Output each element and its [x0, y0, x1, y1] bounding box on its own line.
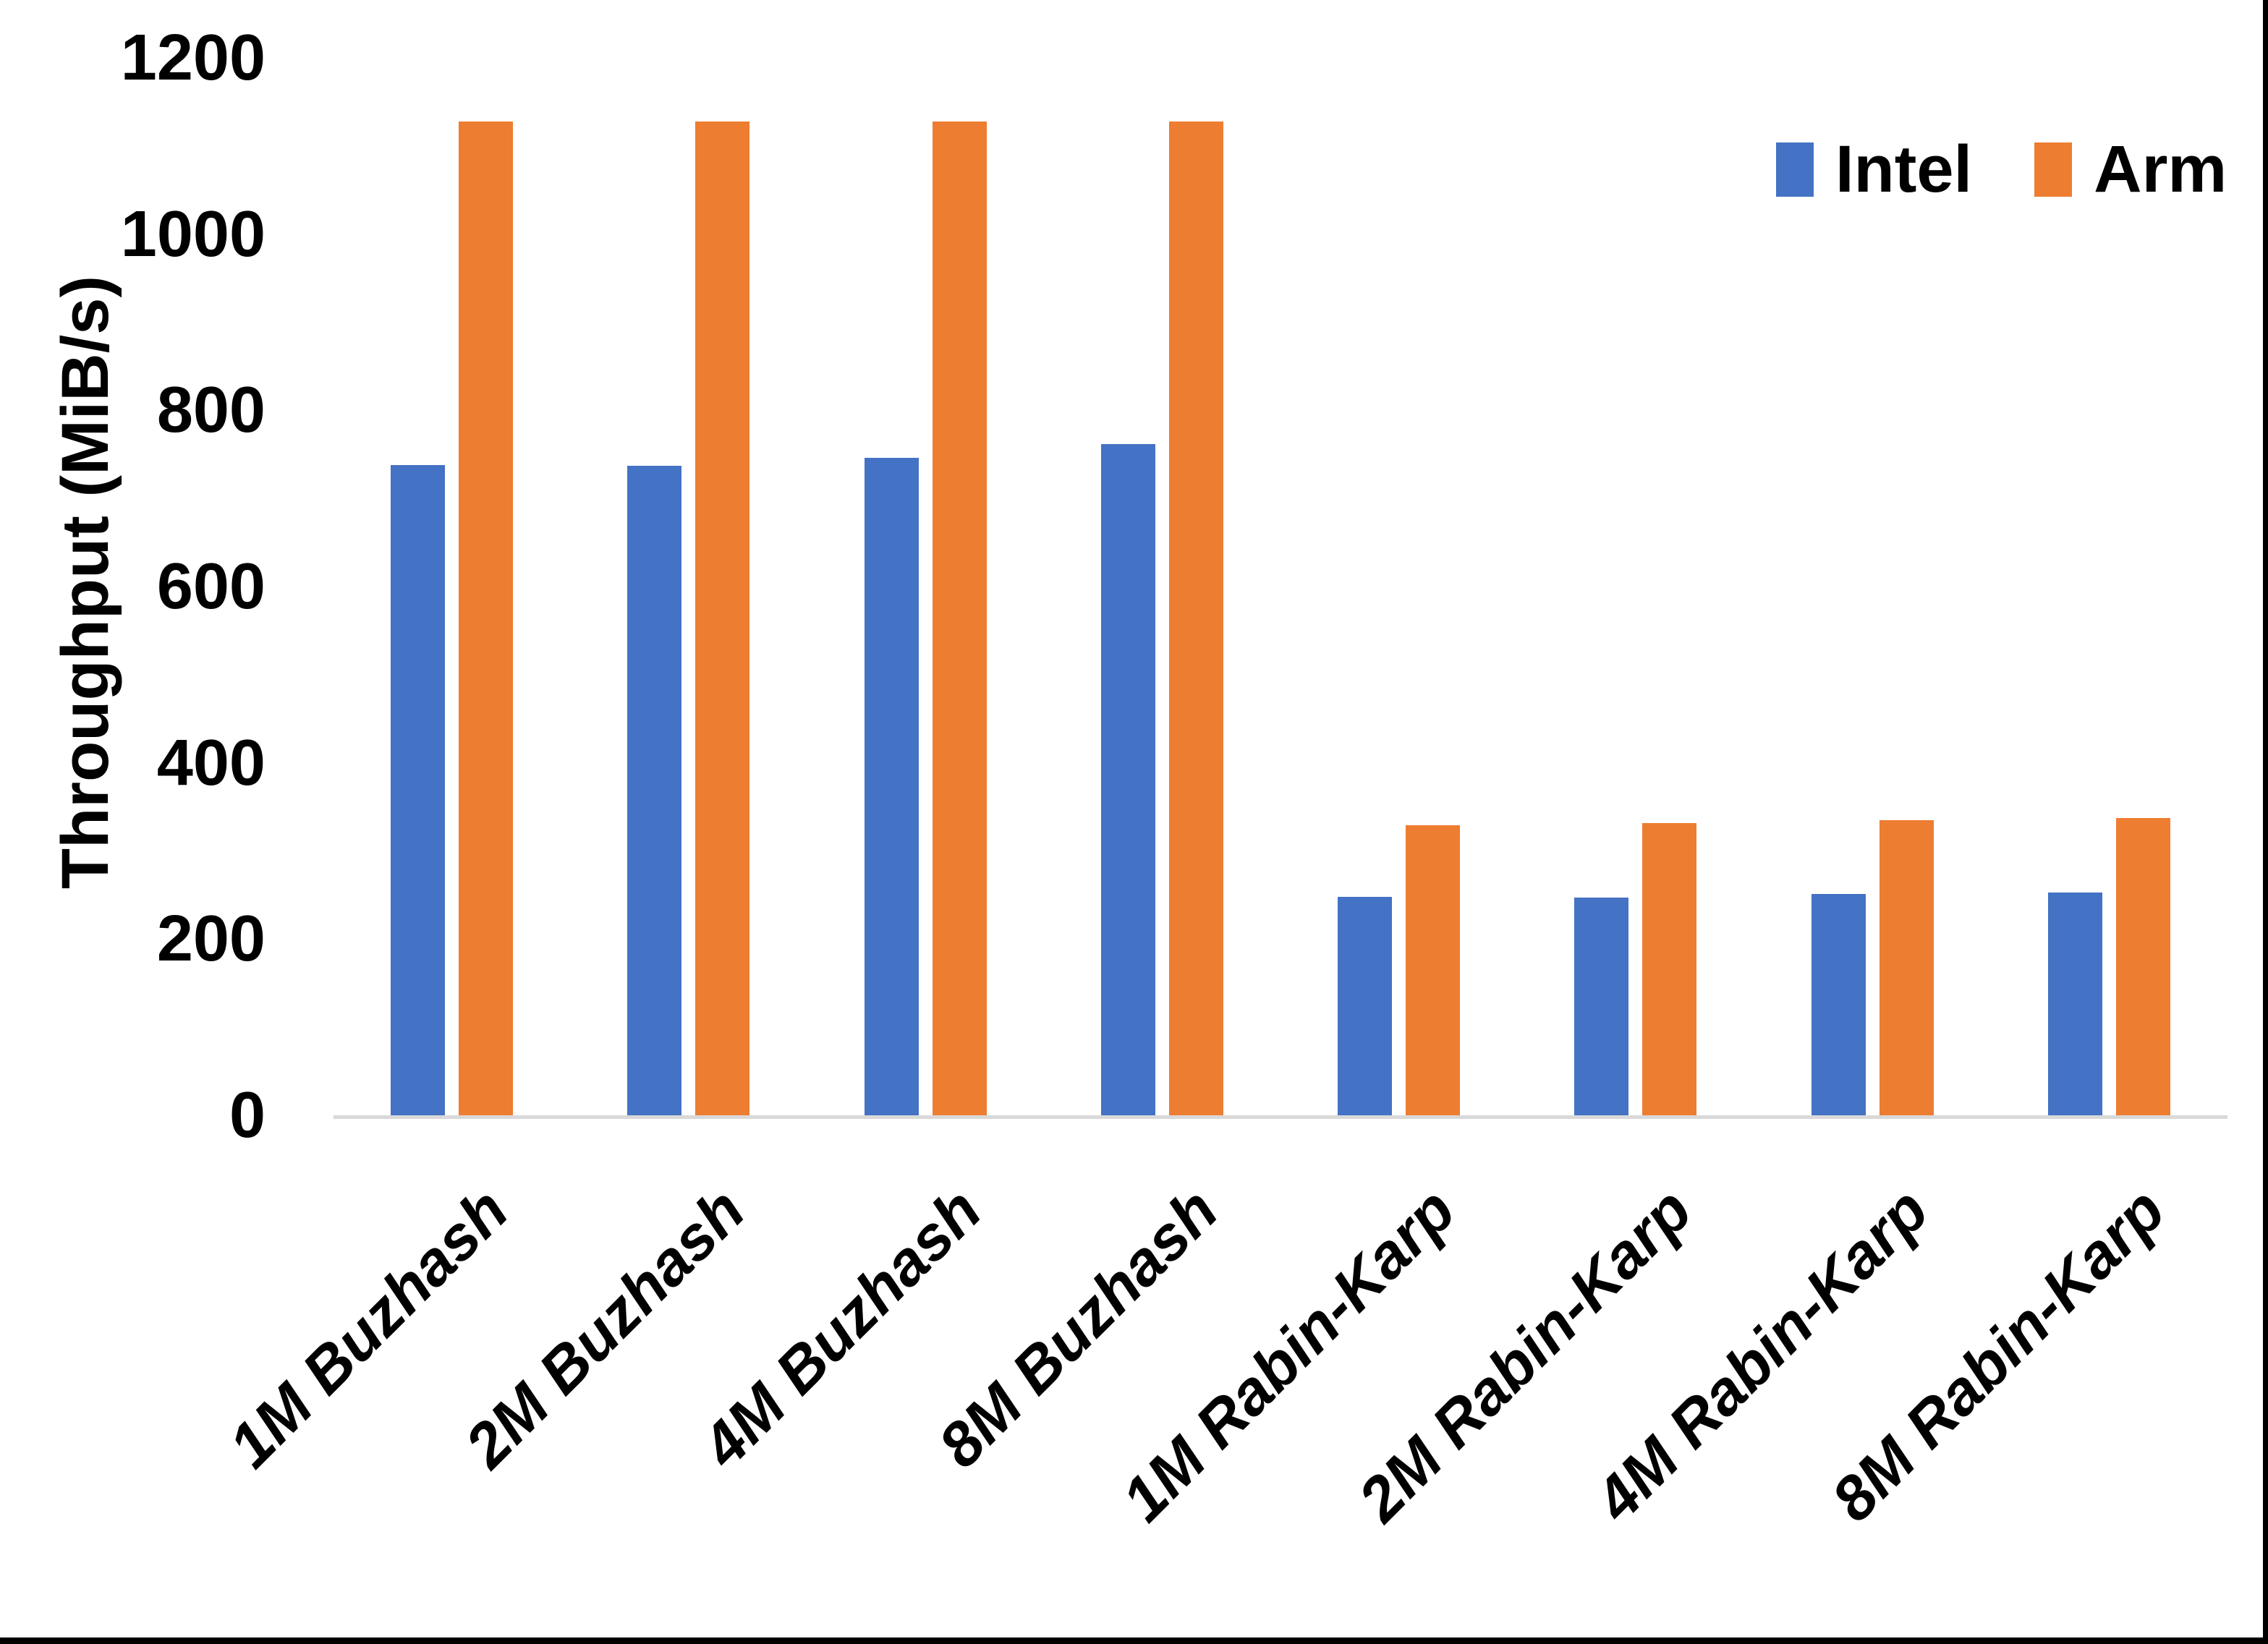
bar-arm-8 [2116, 818, 2170, 1115]
bar-intel-5 [1338, 897, 1392, 1115]
legend-swatch-arm [2034, 142, 2073, 197]
bar-arm-3 [933, 122, 987, 1115]
bar-arm-1 [459, 122, 513, 1115]
bar-intel-8 [2048, 893, 2102, 1115]
bar-intel-4 [1101, 444, 1155, 1115]
category-label: 1M Rabin-Karp [1108, 1175, 1469, 1535]
x-axis-line [334, 1115, 2227, 1119]
y-tick-label: 400 [156, 726, 266, 799]
bar-intel-3 [865, 458, 919, 1115]
bar-arm-5 [1406, 825, 1460, 1115]
y-tick-label: 1200 [120, 22, 266, 94]
category-label: 2M Rabin-Karp [1345, 1175, 1705, 1535]
bar-intel-7 [1812, 894, 1866, 1115]
bar-intel-1 [391, 465, 445, 1115]
legend-item-intel: Intel [1776, 136, 1972, 203]
bar-intel-6 [1574, 898, 1628, 1115]
legend-label: Arm [2094, 132, 2227, 206]
category-label: 1M Buzhash [216, 1175, 522, 1481]
bar-arm-7 [1880, 820, 1934, 1115]
legend-item-arm: Arm [2034, 136, 2227, 203]
screenshot-bottom-border [0, 1637, 2268, 1644]
bar-arm-4 [1169, 122, 1223, 1115]
category-label: 4M Buzhash [689, 1175, 995, 1481]
y-tick-label: 800 [156, 374, 266, 447]
category-label: 4M Rabin-Karp [1581, 1175, 1942, 1535]
y-tick-label: 200 [156, 903, 266, 976]
legend-swatch-intel [1776, 142, 1814, 197]
screenshot-right-border [2263, 0, 2268, 1644]
legend: Intel Arm [1776, 136, 2227, 203]
category-label: 8M Rabin-Karp [1818, 1175, 2178, 1535]
legend-label: Intel [1835, 132, 1973, 206]
y-tick-label: 1000 [120, 197, 266, 271]
y-tick-label: 600 [156, 550, 266, 623]
y-tick-label: 0 [229, 1079, 266, 1151]
category-label: 2M Buzhash [452, 1175, 758, 1481]
bar-arm-6 [1642, 823, 1696, 1115]
bar-arm-2 [695, 122, 749, 1115]
bar-intel-2 [627, 466, 681, 1115]
category-label: 8M Buzhash [925, 1175, 1231, 1481]
